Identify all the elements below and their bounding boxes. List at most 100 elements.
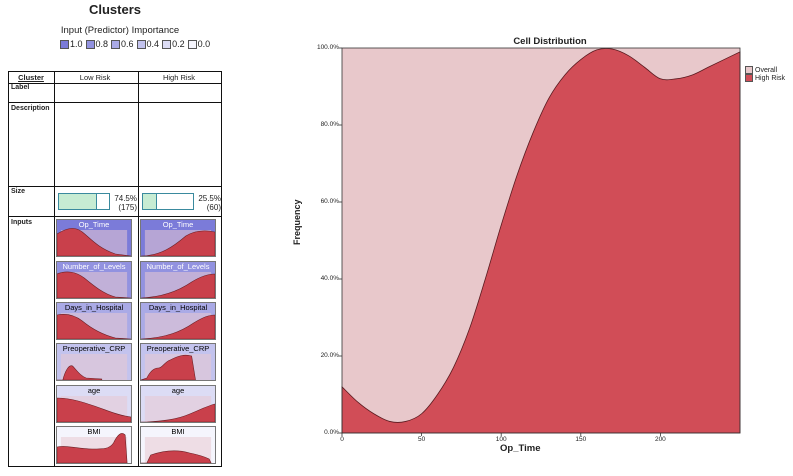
x-tick-label: 200 [654,436,666,443]
header-low-risk[interactable]: Low Risk [79,73,111,82]
divider [9,186,221,187]
y-axis-label: Frequency [292,199,302,245]
legend-swatch [745,66,753,74]
y-tick-label: 100.0% [316,44,339,51]
size-bar-low-risk[interactable] [58,193,110,210]
input-chart-low-bmi[interactable]: BMI [56,426,132,464]
input-chart-low-preoperative_crp[interactable]: Preoperative_CRP [56,343,132,381]
cluster-distribution [57,313,131,339]
legend-label: Overall [755,66,778,74]
input-chart-high-op_time[interactable]: Op_Time [140,219,216,257]
x-axis-label: Op_Time [500,443,541,454]
legend-swatch [60,39,69,49]
header-high-risk[interactable]: High Risk [162,73,196,82]
input-chart-high-age[interactable]: age [140,385,216,423]
header-cluster: Cluster [18,73,44,82]
distribution-plot [141,313,215,339]
plot-frame [341,47,741,434]
input-name: BMI [87,427,101,436]
input-chart-low-number_of_levels[interactable]: Number_of_Levels [56,261,132,299]
row-label-size: Size [11,188,26,195]
cluster-distribution [141,273,215,298]
size-bar-fill [59,194,98,209]
chart-legend: Overall High Risk [745,66,785,82]
chart-title: Cell Distribution [513,36,587,47]
input-name: Days_in_Hospital [64,303,124,312]
input-chart-low-op_time[interactable]: Op_Time [56,219,132,257]
input-name: Op_Time [78,220,110,229]
divider [138,72,139,466]
input-chart-high-bmi[interactable]: BMI [140,426,216,464]
x-tick-label: 50 [417,436,426,443]
input-chart-high-preoperative_crp[interactable]: Preoperative_CRP [140,343,216,381]
distribution-plot [141,230,215,256]
size-count: (175) [118,203,137,212]
cluster-distribution [57,397,131,422]
divider [9,216,221,217]
cluster-table: Cluster Low Risk High Risk Label Descrip… [8,71,222,467]
cluster-distribution [141,450,212,463]
legend-label: 0.2 [172,39,185,49]
y-tick-label: 40.0% [320,275,339,282]
distribution-plot [141,272,215,298]
input-name: age [87,386,101,395]
size-count: (60) [206,203,221,212]
size-value-low-risk: 74.5% (175) [105,194,137,212]
chart-legend-item: Overall [745,66,785,74]
legend-label: 0.6 [121,39,134,49]
size-value-high-risk: 25.5% (60) [189,194,221,212]
chart-legend-item: High Risk [745,74,785,82]
legend-label: 0.0 [197,39,211,49]
importance-legend-title: Input (Predictor) Importance [60,25,180,36]
input-chart-high-number_of_levels[interactable]: Number_of_Levels [140,261,216,299]
divider [9,83,221,84]
distribution-plot [141,396,215,422]
row-label-inputs: Inputs [11,219,32,226]
x-tick-label: 0 [340,436,344,443]
input-name: BMI [171,427,185,436]
divider [9,102,221,103]
cluster-distribution [141,314,215,339]
input-name: Number_of_Levels [146,262,210,271]
legend-swatch [136,39,146,49]
y-tick-label: 60.0% [320,198,339,205]
input-chart-low-days_in_hospital[interactable]: Days_in_Hospital [56,302,132,340]
y-tick-label: 20.0% [320,352,339,359]
cluster-distribution [141,403,215,422]
cluster-distribution [141,230,215,256]
legend-label: 0.8 [95,39,109,49]
size-percent: 74.5% [114,194,137,203]
legend-label: High Risk [755,74,785,82]
distribution-plot [57,433,128,463]
cluster-distribution [57,228,131,256]
cluster-distribution [57,365,103,380]
distribution-plot [57,271,131,298]
distribution-plot [141,354,212,380]
input-chart-high-days_in_hospital[interactable]: Days_in_Hospital [140,302,216,340]
legend-label: 0.4 [146,39,160,49]
size-bar-high-risk[interactable] [142,193,194,210]
cell-distribution-chart [339,47,741,436]
legend-swatch [745,74,753,82]
y-tick-label: 80.0% [320,121,339,128]
input-name: Op_Time [162,220,194,229]
size-bar-fill [143,194,157,209]
clusters-title: Clusters [88,2,142,17]
importance-legend-item: 0.8 [85,39,109,49]
importance-legend: 1.0 0.8 0.6 0.4 0.2 0.0 [60,39,213,49]
distribution-plot [57,228,131,256]
x-tick-label: 100 [495,436,507,443]
distribution-plot [57,396,131,422]
distribution-plot [141,437,212,463]
divider [54,72,55,466]
legend-swatch [111,39,121,49]
input-chart-low-age[interactable]: age [56,385,132,423]
x-tick-label: 150 [575,436,587,443]
importance-legend-item: 0.6 [111,39,134,49]
y-tick-label: 0.0% [324,429,339,436]
input-name: Preoperative_CRP [62,344,126,353]
importance-legend-item: 0.2 [162,39,185,49]
cluster-distribution [57,433,128,463]
input-name: Days_in_Hospital [148,303,208,312]
legend-swatch [162,39,172,49]
